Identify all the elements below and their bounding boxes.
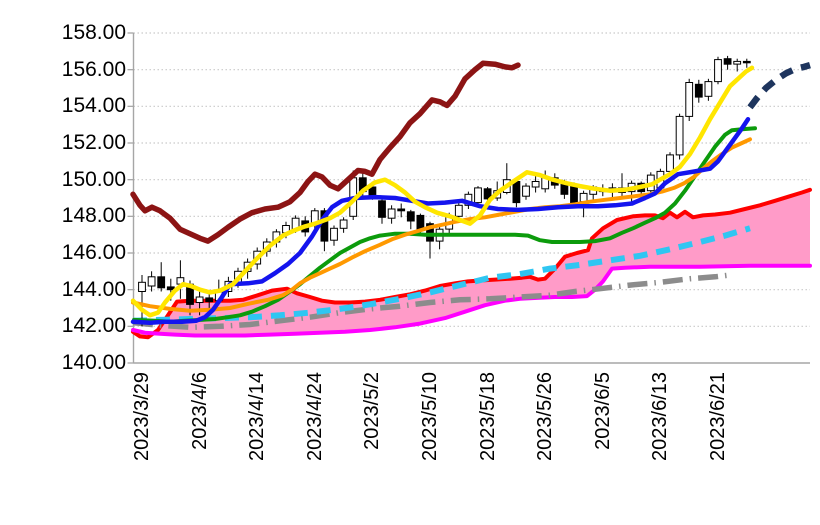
candle-body-up — [522, 185, 530, 197]
x-axis-tick-label: 2023/4/6 — [188, 372, 211, 450]
y-axis-tick-label: 148.00 — [61, 204, 126, 228]
candle-body-up — [339, 219, 348, 229]
gray_dashdot-line — [132, 272, 731, 331]
candle-body-up — [666, 154, 674, 172]
candle-body-up — [474, 187, 482, 204]
x-axis-tick-label: 2023/4/14 — [246, 372, 269, 461]
lagging_span_darkred-line — [130, 60, 521, 244]
x-axis-tick-label: 2023/6/5 — [591, 372, 614, 450]
candle-body-down — [483, 188, 492, 200]
candle-body-down — [406, 211, 415, 222]
candle-body-down — [378, 200, 386, 218]
candle-body-down — [416, 214, 425, 230]
x-axis-tick-label: 2023/4/24 — [303, 372, 326, 461]
x-axis-tick-label: 2023/3/29 — [131, 372, 153, 461]
y-axis-tick-label: 154.00 — [61, 94, 126, 118]
x-axis-tick-label: 2023/5/26 — [534, 372, 557, 461]
candle-body-up — [138, 281, 146, 292]
candle-body-up — [330, 227, 338, 241]
candle-body-up — [579, 192, 588, 203]
x-axis-tick-label: 2023/5/18 — [476, 372, 499, 461]
y-axis-tick-label: 146.00 — [61, 241, 126, 264]
candle-body-up — [195, 296, 204, 303]
y-axis-tick-label: 156.00 — [61, 57, 126, 81]
candle-body-up — [675, 115, 684, 156]
candle-body-down — [742, 60, 751, 64]
candle-body-down — [166, 286, 175, 291]
candle-body-up — [147, 276, 156, 287]
y-axis-tick-label: 142.00 — [61, 314, 126, 338]
candle-body-up — [387, 208, 396, 219]
y-axis-tick-label: 140.00 — [61, 351, 126, 374]
candle-body-up — [704, 81, 713, 97]
candle-body-up — [454, 204, 463, 217]
candle-body-down — [723, 58, 732, 65]
green_ma-line — [132, 126, 757, 324]
y-axis-tick-label: 144.00 — [61, 277, 126, 301]
x-axis-tick-label: 2023/6/21 — [707, 372, 729, 461]
candle-body-up — [733, 60, 742, 65]
candle-body-down — [694, 83, 703, 98]
candle-body-up — [685, 82, 694, 117]
orange_ma-line — [131, 137, 752, 313]
navy_dashed_forecast-line — [747, 61, 811, 110]
kijun_blue-line — [130, 116, 751, 325]
x-axis-tick-label: 2023/5/10 — [419, 372, 441, 461]
candle-body-down — [157, 276, 166, 289]
senkou_b-line — [131, 263, 812, 338]
x-axis-tick-label: 2023/5/2 — [361, 372, 384, 450]
y-axis-tick-label: 152.00 — [61, 131, 126, 154]
candle-body-up — [714, 59, 722, 83]
candle-body-down — [205, 297, 214, 303]
candle-body-down — [426, 223, 434, 242]
candle-body-up — [531, 181, 540, 188]
x-axis-tick-label: 2023/6/13 — [649, 372, 672, 461]
candle-body-down — [512, 181, 521, 204]
senkou_a-line — [131, 187, 812, 340]
y-axis-tick-label: 150.00 — [61, 167, 126, 191]
y-axis-tick-label: 158.00 — [61, 21, 126, 44]
candle-body-down — [397, 208, 406, 212]
tenkan_yellow-line — [130, 65, 755, 318]
